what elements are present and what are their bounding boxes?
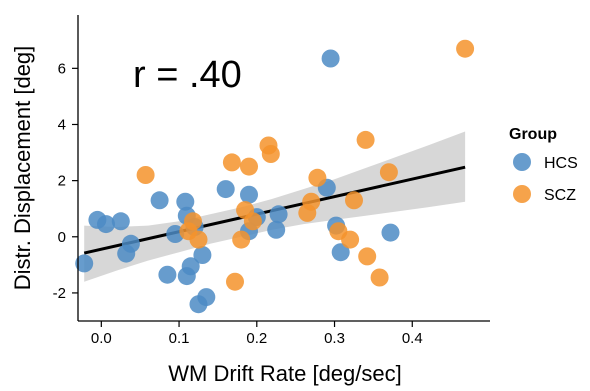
data-point	[158, 265, 177, 284]
data-point	[341, 230, 360, 249]
data-point	[176, 192, 195, 211]
data-point	[456, 39, 475, 58]
data-point	[181, 257, 200, 276]
legend-label-scz: SCZ	[544, 187, 576, 204]
x-tick-label: 0.4	[402, 330, 423, 347]
data-point	[97, 215, 115, 234]
data-point	[243, 212, 262, 231]
data-point	[111, 212, 130, 231]
data-point	[267, 220, 286, 239]
data-point	[136, 166, 155, 184]
legend-label-hcs: HCS	[544, 155, 578, 172]
data-point	[222, 153, 241, 172]
x-tick-label: 0.3	[324, 330, 345, 347]
data-point	[321, 49, 340, 68]
data-point	[356, 130, 375, 149]
legend: Group HCS SCZ	[509, 126, 578, 204]
x-tick-label: 0.2	[246, 330, 267, 347]
y-tick-label: 4	[58, 116, 66, 133]
data-point	[189, 230, 208, 249]
data-point	[121, 234, 140, 253]
x-tick-label: 0.0	[91, 330, 112, 347]
legend-marker-scz	[513, 185, 531, 203]
data-point	[308, 168, 327, 187]
x-axis-label: WM Drift Rate [deg/sec]	[168, 361, 402, 386]
y-tick-label: 0	[58, 229, 66, 246]
data-point	[216, 180, 235, 199]
data-point	[240, 157, 258, 176]
data-point	[370, 268, 389, 287]
plot-area	[75, 39, 475, 314]
data-point	[193, 246, 212, 264]
data-point	[240, 185, 258, 204]
correlation-annotation: r = .40	[133, 54, 242, 96]
data-point	[232, 230, 251, 249]
axes: 0.0 0.1 0.2 0.3 0.4 -2 0 2 4 6	[53, 15, 490, 347]
legend-marker-hcs	[513, 153, 531, 171]
y-axis-label: Distr. Displacement [deg]	[10, 46, 35, 291]
x-tick-label: 0.1	[169, 330, 190, 347]
data-point	[379, 163, 398, 182]
data-point	[184, 212, 202, 231]
data-point	[226, 272, 244, 291]
data-point	[150, 191, 169, 210]
y-tick-label: 6	[58, 60, 66, 77]
data-point	[269, 205, 288, 224]
data-point	[75, 254, 94, 273]
y-tick-label: -2	[53, 285, 66, 302]
data-point	[331, 243, 350, 262]
data-point	[358, 247, 377, 266]
data-point	[197, 288, 216, 307]
legend-title: Group	[509, 126, 557, 143]
y-tick-label: 2	[58, 173, 66, 190]
data-point	[302, 192, 321, 211]
data-point	[261, 145, 280, 163]
data-point	[381, 223, 400, 242]
data-point	[345, 191, 363, 210]
series-scz	[136, 39, 475, 291]
